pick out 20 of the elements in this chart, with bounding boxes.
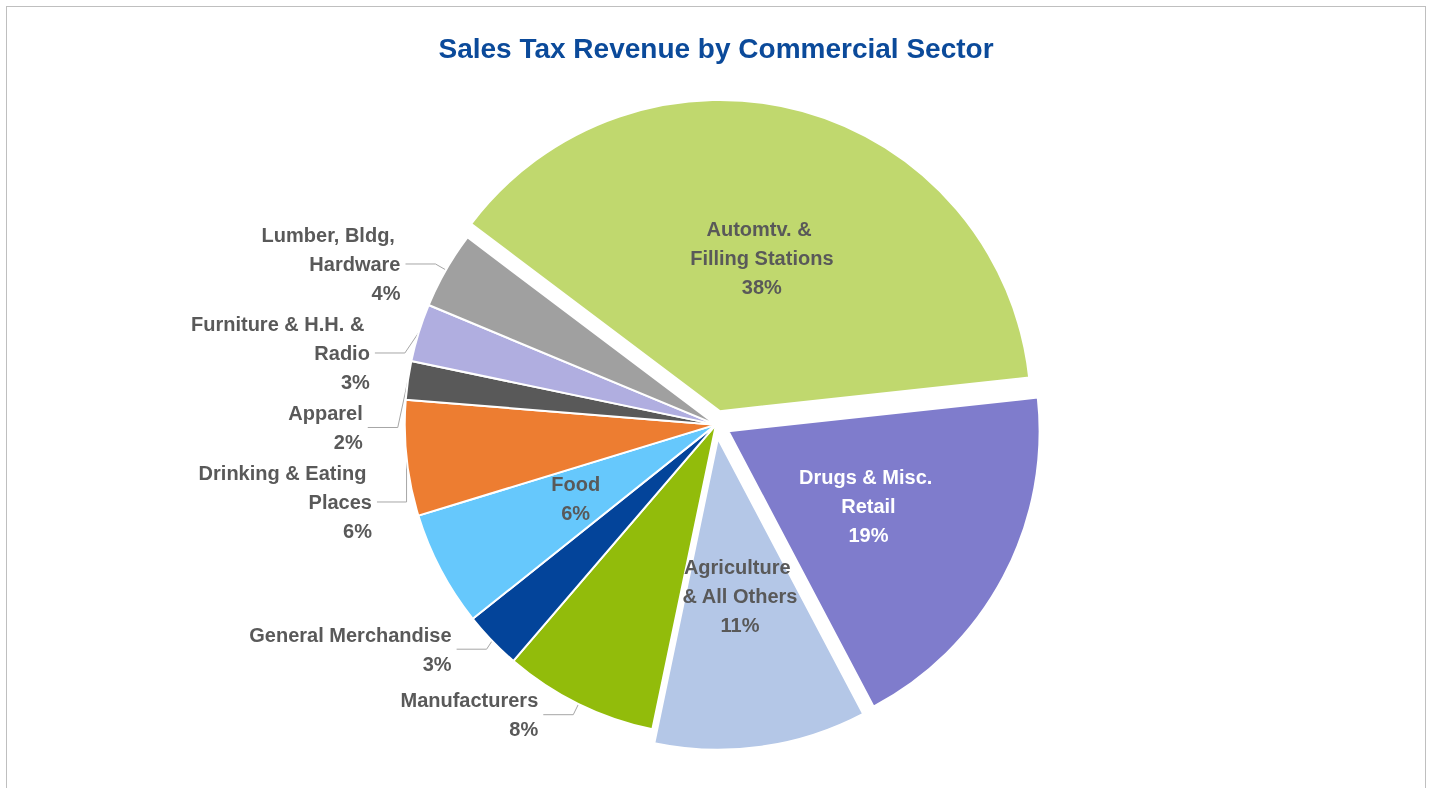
slice-label: Manufacturers [400, 689, 539, 712]
data-label: 4% [371, 281, 401, 304]
slice-label: Drugs & Misc. Retail [798, 465, 938, 517]
data-label: 2% [333, 430, 363, 453]
data-label: 38% [741, 276, 783, 299]
data-label: 11% [720, 613, 760, 636]
slice-label: Lumber, Bldg, Hardware [261, 223, 401, 275]
data-label: 3% [340, 370, 371, 393]
data-label: 19% [848, 523, 889, 546]
slice-label: Apparel [288, 401, 363, 424]
data-label: 8% [509, 718, 539, 741]
slice-label: General Merchandise [249, 623, 452, 646]
slice-label: Automtv. & Filling Stations [690, 218, 834, 270]
data-label: 6% [561, 502, 591, 525]
data-label: 6% [343, 519, 373, 542]
slice-label: Drinking & Eating Places [198, 461, 372, 513]
chart-title: Sales Tax Revenue by Commercial Sector [438, 32, 994, 64]
data-label: 3% [422, 652, 452, 675]
slice-label: Food [551, 473, 601, 496]
slice-label: Furniture & H.H. & Radio [191, 312, 370, 364]
